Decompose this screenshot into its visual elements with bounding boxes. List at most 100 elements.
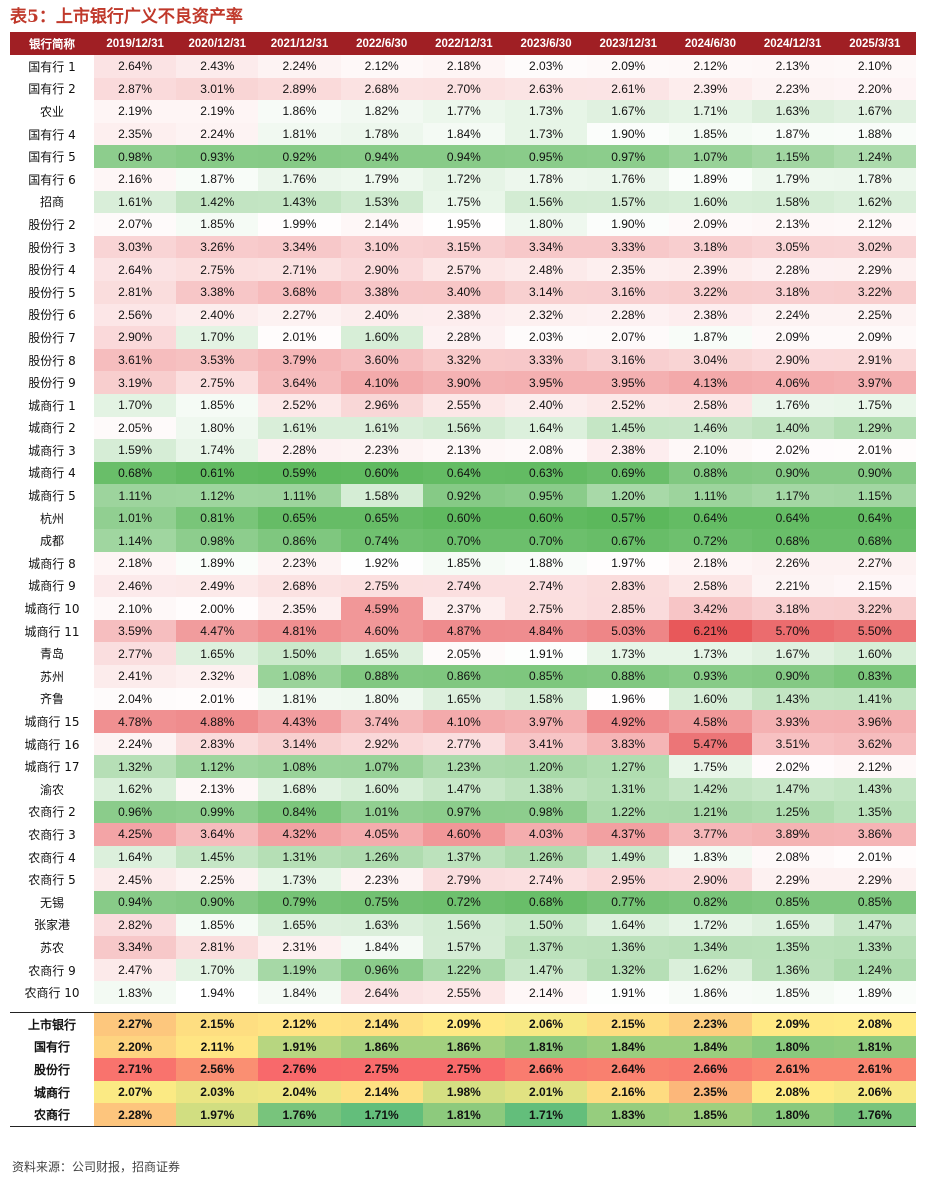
npl-value-cell: 2.40% bbox=[340, 303, 423, 327]
npl-value-cell: 0.63% bbox=[504, 461, 588, 485]
npl-value-cell: 1.95% bbox=[422, 213, 505, 236]
npl-value-cell: 1.61% bbox=[94, 190, 177, 214]
npl-value-cell: 1.60% bbox=[669, 190, 752, 214]
npl-value-cell: 1.63% bbox=[340, 913, 423, 937]
npl-value-cell: 3.62% bbox=[833, 732, 916, 756]
bank-name-cell: 城商行 4 bbox=[10, 461, 94, 485]
npl-value-cell: 2.14% bbox=[340, 1011, 423, 1036]
npl-value-cell: 4.25% bbox=[94, 823, 177, 846]
npl-value-cell: 1.17% bbox=[751, 484, 834, 507]
npl-value-cell: 2.55% bbox=[422, 393, 505, 417]
npl-value-cell: 0.79% bbox=[258, 890, 341, 914]
npl-value-cell: 1.74% bbox=[176, 439, 259, 462]
npl-value-cell: 3.18% bbox=[669, 235, 752, 259]
npl-value-cell: 2.76% bbox=[258, 1058, 341, 1081]
npl-value-cell: 0.64% bbox=[422, 461, 505, 485]
npl-value-cell: 2.75% bbox=[422, 1058, 505, 1081]
npl-value-cell: 3.83% bbox=[587, 732, 670, 756]
npl-value-cell: 2.08% bbox=[504, 439, 588, 462]
npl-value-cell: 0.60% bbox=[504, 506, 588, 530]
npl-value-cell: 4.47% bbox=[176, 619, 259, 643]
npl-value-cell: 1.85% bbox=[422, 552, 505, 575]
npl-value-cell: 1.26% bbox=[504, 845, 588, 869]
npl-value-cell: 1.86% bbox=[340, 1035, 423, 1059]
bank-name-cell: 张家港 bbox=[10, 913, 94, 937]
npl-value-cell: 2.05% bbox=[422, 642, 505, 666]
npl-value-cell: 0.97% bbox=[587, 145, 670, 168]
npl-value-cell: 0.85% bbox=[751, 890, 834, 914]
bank-name-cell: 农业 bbox=[10, 100, 94, 123]
npl-value-cell: 3.95% bbox=[504, 371, 588, 394]
npl-value-cell: 2.75% bbox=[340, 574, 423, 598]
npl-value-cell: 4.06% bbox=[751, 371, 834, 394]
bank-name-cell: 城商行 10 bbox=[10, 597, 94, 620]
npl-value-cell: 0.82% bbox=[669, 890, 752, 914]
npl-value-cell: 2.14% bbox=[504, 981, 588, 1004]
npl-value-cell: 2.08% bbox=[751, 845, 834, 869]
column-header: 2024/12/31 bbox=[751, 32, 834, 55]
table-row: 农商行 2 0.96% 0.99% 0.84% 1.01% 0.97% 0.98% 1.22%… bbox=[10, 800, 916, 824]
npl-value-cell: 1.15% bbox=[833, 484, 916, 507]
table-row: 城商行 17 1.32% 1.12% 1.08% 1.07% 1.23% 1.20% 1.27… bbox=[10, 755, 916, 778]
npl-value-cell: 1.67% bbox=[587, 100, 670, 123]
npl-value-cell: 2.25% bbox=[176, 868, 259, 891]
npl-value-cell: 3.33% bbox=[504, 348, 588, 372]
npl-value-cell: 2.48% bbox=[504, 258, 588, 281]
npl-value-cell: 1.80% bbox=[340, 687, 423, 711]
npl-value-cell: 1.76% bbox=[258, 167, 341, 191]
npl-value-cell: 1.76% bbox=[258, 1103, 341, 1127]
npl-value-cell: 0.88% bbox=[587, 665, 670, 688]
npl-value-cell: 2.66% bbox=[504, 1058, 588, 1081]
table-row: 农业 2.19% 2.19% 1.86% 1.82% 1.77% 1.73% 1.67% 1.7… bbox=[10, 100, 916, 123]
bank-name-cell: 城商行 16 bbox=[10, 732, 94, 756]
npl-value-cell: 1.36% bbox=[587, 936, 670, 959]
bank-name-cell: 苏州 bbox=[10, 665, 94, 688]
npl-value-cell: 2.10% bbox=[833, 55, 916, 78]
bank-name-cell: 股份行 9 bbox=[10, 371, 94, 394]
npl-value-cell: 1.81% bbox=[258, 122, 341, 146]
npl-value-cell: 2.79% bbox=[422, 868, 505, 891]
npl-value-cell: 2.18% bbox=[669, 552, 752, 575]
bank-name-cell: 城商行 11 bbox=[10, 619, 94, 643]
npl-value-cell: 1.67% bbox=[751, 642, 834, 666]
npl-value-cell: 0.68% bbox=[94, 461, 177, 485]
npl-value-cell: 2.07% bbox=[587, 326, 670, 349]
npl-value-cell: 2.24% bbox=[258, 55, 341, 78]
npl-value-cell: 1.86% bbox=[669, 981, 752, 1004]
npl-value-cell: 2.12% bbox=[258, 1011, 341, 1036]
npl-value-cell: 1.90% bbox=[587, 213, 670, 236]
table-row: 渝农 1.62% 2.13% 1.68% 1.60% 1.47% 1.38% 1.31% 1.4… bbox=[10, 778, 916, 801]
npl-value-cell: 1.08% bbox=[258, 665, 341, 688]
npl-value-cell: 2.83% bbox=[176, 732, 259, 756]
npl-value-cell: 3.22% bbox=[669, 280, 752, 304]
table-row: 国有行 6 2.16% 1.87% 1.76% 1.79% 1.72% 1.78% 1.76%… bbox=[10, 167, 916, 191]
table-row: 国有行 4 2.35% 2.24% 1.81% 1.78% 1.84% 1.73% 1.90%… bbox=[10, 122, 916, 146]
npl-value-cell: 1.98% bbox=[422, 1080, 505, 1104]
npl-value-cell: 0.65% bbox=[258, 506, 341, 530]
npl-value-cell: 3.86% bbox=[833, 823, 916, 846]
npl-value-cell: 2.24% bbox=[94, 732, 177, 756]
npl-value-cell: 2.01% bbox=[504, 1080, 588, 1104]
npl-value-cell: 1.46% bbox=[669, 416, 752, 440]
npl-value-cell: 1.82% bbox=[340, 100, 423, 123]
bank-name-cell: 上市银行 bbox=[10, 1011, 94, 1036]
npl-value-cell: 2.13% bbox=[751, 213, 834, 236]
summary-row: 上市银行 2.27% 2.15% 2.12% 2.14% 2.09% 2.06% 2.15% 2… bbox=[10, 1011, 916, 1036]
npl-value-cell: 3.01% bbox=[176, 77, 259, 101]
npl-value-cell: 0.93% bbox=[176, 145, 259, 168]
npl-value-cell: 2.07% bbox=[94, 1080, 177, 1104]
npl-value-cell: 5.47% bbox=[669, 732, 752, 756]
npl-value-cell: 1.60% bbox=[669, 687, 752, 711]
npl-value-cell: 1.85% bbox=[669, 1103, 752, 1127]
npl-value-cell: 2.64% bbox=[587, 1058, 670, 1081]
npl-value-cell: 0.86% bbox=[422, 665, 505, 688]
npl-value-cell: 2.77% bbox=[94, 642, 177, 666]
npl-value-cell: 1.62% bbox=[94, 778, 177, 801]
npl-value-cell: 1.50% bbox=[504, 913, 588, 937]
npl-value-cell: 1.47% bbox=[504, 958, 588, 982]
bank-name-cell: 国有行 1 bbox=[10, 55, 94, 78]
npl-value-cell: 3.89% bbox=[751, 823, 834, 846]
npl-value-cell: 1.33% bbox=[833, 936, 916, 959]
table-row: 股份行 7 2.90% 1.70% 2.01% 1.60% 2.28% 2.03% 2.07%… bbox=[10, 326, 916, 349]
npl-value-cell: 0.95% bbox=[504, 484, 588, 507]
